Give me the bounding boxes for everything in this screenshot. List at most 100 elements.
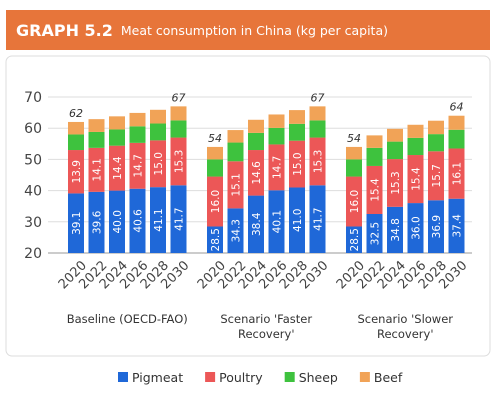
bar-segment: [268, 114, 285, 128]
value-label: 13.9: [71, 160, 83, 183]
total-label: 62: [69, 107, 83, 120]
header: GRAPH 5.2 Meat consumption in China (kg …: [6, 10, 490, 50]
bar-segment: [366, 165, 383, 214]
bar-segment: [428, 120, 444, 135]
bar-segment: [428, 200, 444, 253]
value-label: 15.0: [153, 152, 165, 175]
value-label: 15.0: [292, 152, 304, 175]
bar-segment: [309, 120, 326, 138]
value-label: 41.0: [292, 209, 304, 232]
value-label: 39.1: [71, 212, 83, 235]
bar-segment: [387, 128, 403, 142]
bar-segment: [448, 198, 465, 253]
bar-segment: [170, 137, 187, 186]
group-label: Scenario 'Slower Recovery': [357, 312, 454, 341]
bar-segment: [170, 185, 187, 253]
bar-segment: [309, 185, 326, 253]
bar-segment: [88, 131, 105, 148]
bar-segment: [248, 195, 264, 253]
bar-segment: [68, 150, 84, 194]
value-label: 32.5: [370, 222, 382, 245]
value-label: 15.4: [370, 178, 382, 202]
value-label: 15.3: [174, 150, 186, 173]
bar-segment: [407, 137, 424, 156]
bar-segment: [68, 193, 84, 253]
group-label: Scenario 'Faster Recovery': [220, 312, 313, 341]
bar-segment: [207, 159, 223, 177]
value-label: 28.5: [210, 228, 222, 251]
value-label: 15.1: [231, 173, 243, 196]
bar-segment: [407, 155, 424, 204]
value-label: 15.3: [390, 171, 402, 194]
value-label: 40.0: [112, 210, 124, 233]
y-tick-label: 20: [24, 246, 42, 262]
value-label: 34.3: [231, 219, 243, 242]
bar-segment: [248, 150, 264, 196]
y-tick-label: 30: [24, 215, 42, 231]
bar-segment: [129, 188, 146, 253]
chart-title: GRAPH 5.2: [16, 20, 113, 40]
value-label: 41.7: [313, 207, 325, 230]
legend-label: Poultry: [219, 370, 263, 385]
bar-segment: [68, 121, 84, 135]
bar-segment: [407, 124, 424, 138]
group-label: Baseline (OECD-FAO): [66, 312, 188, 326]
y-tick-label: 60: [24, 121, 42, 137]
total-label: 54: [347, 132, 361, 145]
bar-segment: [248, 119, 264, 133]
bar-segment: [387, 206, 403, 253]
bar-segment: [289, 140, 305, 188]
y-tick-label: 70: [24, 90, 42, 106]
bar-segment: [448, 115, 465, 130]
value-label: 36.0: [411, 216, 423, 239]
total-label: 67: [311, 91, 325, 104]
value-label: 28.5: [349, 228, 361, 251]
value-label: 41.7: [174, 207, 186, 230]
legend-label: Pigmeat: [132, 370, 183, 385]
bar-segment: [88, 147, 105, 192]
value-label: 14.7: [272, 156, 284, 179]
panel: [5, 55, 491, 357]
bar-segment: [88, 119, 105, 132]
y-tick-label: 50: [24, 152, 42, 168]
legend-swatch: [205, 372, 216, 382]
value-label: 37.4: [452, 214, 464, 238]
bar-segment: [268, 190, 285, 253]
bar-segment: [150, 140, 166, 188]
value-label: 34.8: [390, 218, 402, 241]
value-label: 39.6: [92, 210, 104, 234]
bar-segment: [366, 135, 383, 148]
bar-segment: [129, 142, 146, 189]
value-label: 14.6: [251, 161, 263, 185]
bar-segment: [207, 226, 223, 253]
value-label: 15.3: [313, 150, 325, 173]
bar-segment: [346, 226, 362, 253]
bar-segment: [207, 146, 223, 160]
bar-segment: [150, 123, 166, 141]
y-tick-label: 40: [24, 184, 42, 200]
value-label: 14.1: [92, 158, 104, 181]
legend-swatch: [359, 372, 370, 382]
bar-segment: [109, 129, 125, 146]
bar-segment: [428, 134, 444, 152]
bar-segment: [227, 161, 244, 209]
bar-segment: [346, 176, 362, 227]
bar-segment: [129, 112, 146, 127]
bar-segment: [309, 137, 326, 186]
chart-subtitle: Meat consumption in China (kg per capita…: [120, 22, 388, 38]
bar-segment: [248, 132, 264, 151]
bar-segment: [346, 146, 362, 160]
bar-segment: [448, 148, 465, 199]
legend-label: Beef: [374, 370, 403, 385]
bar-segment: [366, 147, 383, 166]
bar-segment: [170, 106, 187, 121]
bar-segment: [109, 190, 125, 253]
bar-segment: [309, 106, 326, 121]
bar-segment: [407, 203, 424, 253]
value-label: 38.4: [251, 212, 263, 236]
bar-segment: [109, 116, 125, 130]
total-label: 64: [450, 101, 464, 114]
value-label: 16.0: [349, 190, 361, 213]
